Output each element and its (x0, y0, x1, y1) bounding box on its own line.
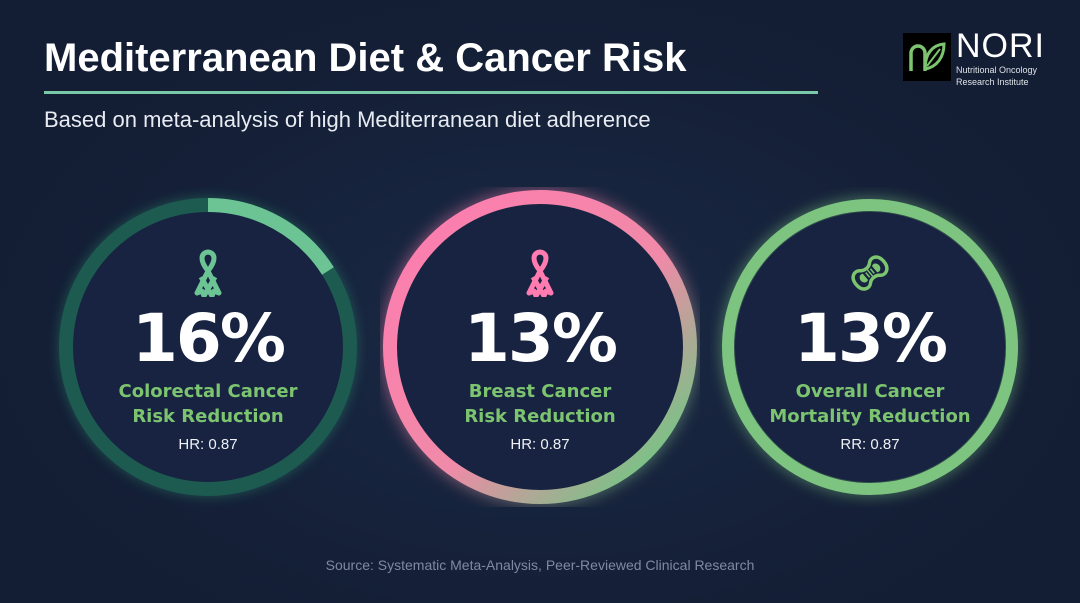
progress-ring (721, 198, 1019, 496)
logo-subtitle-2: Research Institute (956, 77, 1029, 87)
page-title: Mediterranean Diet & Cancer Risk (44, 36, 687, 80)
ring-progress-arc (722, 199, 1018, 495)
stat-card-breast: 13% Breast Cancer Risk Reduction HR: 0.8… (380, 187, 700, 507)
stat-value: 13% (794, 300, 948, 377)
stat-card-mortality: 13% Overall Cancer Mortality Reduction R… (710, 187, 1030, 507)
stat-metric: HR: 0.87 (510, 436, 570, 453)
stat-label-line2: Risk Reduction (132, 406, 284, 427)
stat-label-line2: Risk Reduction (464, 406, 616, 427)
leaf-logo-icon (903, 33, 951, 81)
logo-subtitle-1: Nutritional Oncology (956, 65, 1038, 75)
stat-label-line1: Colorectal Cancer (118, 381, 298, 402)
stat-value: 13% (464, 300, 618, 377)
cell-icon (851, 255, 889, 291)
green-ribbon-icon (194, 249, 222, 297)
stat-label-line1: Breast Cancer (468, 381, 612, 402)
nori-logo: NORI Nutritional Oncology Research Insti… (903, 28, 1045, 88)
page-subtitle: Based on meta-analysis of high Mediterra… (44, 107, 651, 132)
logo-name: NORI (956, 27, 1045, 65)
stat-metric: HR: 0.87 (178, 436, 238, 453)
pink-ribbon-icon (526, 249, 554, 297)
source-footnote: Source: Systematic Meta-Analysis, Peer-R… (325, 557, 755, 573)
progress-ring (383, 190, 697, 504)
ring-progress-arc (383, 190, 697, 504)
progress-ring (59, 198, 357, 496)
stat-value: 16% (132, 300, 286, 377)
title-divider (44, 91, 818, 94)
stat-label-line2: Mortality Reduction (769, 406, 971, 427)
stat-card-colorectal: 16% Colorectal Cancer Risk Reduction HR:… (48, 187, 368, 507)
stat-label-line1: Overall Cancer (795, 381, 945, 402)
ring-progress-arc (59, 198, 357, 496)
stat-metric: RR: 0.87 (840, 436, 900, 453)
